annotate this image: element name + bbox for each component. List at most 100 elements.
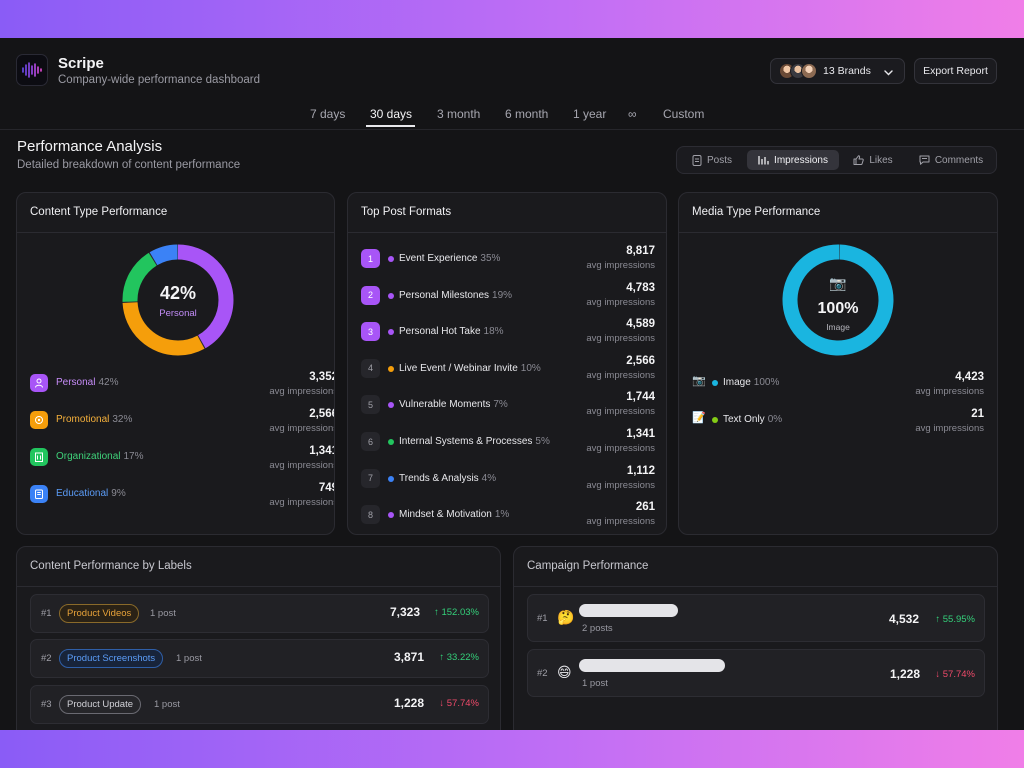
tab-all-time[interactable]: ∞ [628, 107, 637, 121]
format-rank: 7 [361, 468, 380, 488]
document-icon [692, 154, 702, 166]
format-row[interactable]: 1 Event Experience 35% 8,817 avg impressions [361, 245, 655, 277]
brands-label: 13 Brands [823, 65, 871, 77]
app-title: Scripe [58, 55, 104, 72]
legend-percent: 42% [98, 377, 119, 388]
bar-chart-icon [758, 155, 769, 165]
legend-item-image[interactable]: 📷 Image 100% 4,423 avg impressions [692, 371, 984, 401]
format-name: Mindset & Motivation [399, 509, 492, 521]
format-value: 4,589 [626, 318, 655, 331]
legend-item-text-only[interactable]: 📝 Text Only 0% 21 avg impressions [692, 408, 984, 438]
tab-7-days[interactable]: 7 days [310, 107, 346, 121]
chevron-down-icon [884, 67, 893, 79]
tab-likes[interactable]: Likes [845, 150, 901, 170]
page-title: Performance Analysis [17, 138, 163, 155]
label-row[interactable]: #2 Product Screenshots 1 post 3,871 ↑ 33… [30, 639, 489, 678]
format-name: Personal Milestones [399, 289, 490, 301]
format-caption: avg impressions [586, 260, 655, 271]
campaign-post-count: 1 post [582, 678, 608, 689]
format-rank: 1 [361, 249, 380, 268]
legend-value: 4,423 [955, 371, 984, 383]
format-rank: 8 [361, 505, 380, 525]
tab-6-month[interactable]: 6 month [505, 107, 549, 121]
label-post-count: 1 post [176, 653, 202, 664]
legend-caption: avg impressions [269, 460, 335, 471]
legend-value: 21 [971, 408, 984, 420]
format-caption: avg impressions [586, 516, 655, 528]
format-dot [388, 329, 394, 336]
format-name: Vulnerable Moments [399, 399, 491, 411]
campaign-delta-value: 55.95% [942, 614, 975, 625]
campaign-rank: #2 [537, 668, 548, 679]
format-row[interactable]: 5 Vulnerable Moments 7% 1,744 avg impression… [361, 391, 655, 423]
legend-dot [712, 380, 718, 386]
format-row[interactable]: 2 Personal Milestones 19% 4,783 avg impressi… [361, 282, 655, 314]
brands-dropdown[interactable]: 13 Brands [770, 58, 905, 84]
label-row[interactable]: #3 Product Update 1 post 1,228 ↓ 57.74% [30, 685, 489, 724]
tab-1-year[interactable]: 1 year [573, 107, 607, 121]
format-row[interactable]: 3 Personal Hot Take 18% 4,589 avg impression… [361, 318, 655, 350]
export-report-button[interactable]: Export Report [914, 58, 997, 84]
campaign-name-redacted [579, 659, 725, 672]
tab-3-month[interactable]: 3 month [437, 107, 481, 121]
format-dot [388, 365, 394, 372]
thumbs-up-icon [853, 155, 865, 165]
label-pill[interactable]: Product Videos [59, 604, 140, 623]
tab-impressions[interactable]: Impressions [747, 150, 839, 170]
format-row[interactable]: 6 Internal Systems & Processes 5% 1,341 avg … [361, 428, 655, 460]
campaign-row[interactable]: #2 😄 1 post 1,228 ↓ 57.74% [527, 649, 985, 697]
media-type-donut [782, 244, 894, 356]
label-pill[interactable]: Product Update [59, 695, 142, 714]
format-caption: avg impressions [586, 333, 655, 345]
labels-performance-card: Content Performance by Labels #1 Product… [16, 546, 501, 730]
format-percent: 18% [483, 326, 504, 338]
campaign-rank: #1 [537, 613, 548, 624]
media-type-card: Media Type Performance 📷 100% Image 📷 Im… [678, 192, 998, 535]
memo-icon: 📝 [692, 412, 706, 424]
tab-comments[interactable]: Comments [911, 150, 991, 170]
label-rank: #1 [41, 608, 52, 619]
campaign-row[interactable]: #1 🤔 2 posts 4,532 ↑ 55.95% [527, 594, 985, 642]
grinning-face-icon: 😄 [557, 664, 572, 680]
format-name: Internal Systems & Processes [399, 436, 533, 447]
legend-value: 1,341 [309, 445, 334, 457]
legend-percent: 0% [767, 414, 783, 425]
format-row[interactable]: 8 Mindset & Motivation 1% 261 avg impression… [361, 501, 655, 533]
person-icon [30, 374, 48, 392]
tab-30-days[interactable]: 30 days [370, 107, 413, 121]
format-row[interactable]: 4 Live Event / Webinar Invite 10% 2,566 avg … [361, 355, 655, 387]
label-post-count: 1 post [150, 608, 176, 619]
label-delta: ↑ 33.22% [439, 652, 479, 663]
arrow-down-icon: ↓ [439, 698, 447, 709]
tab-custom[interactable]: Custom [663, 107, 705, 121]
format-rank: 3 [361, 322, 380, 342]
donut-segment-organizational [122, 244, 234, 356]
tab-likes-label: Likes [869, 154, 893, 166]
format-value: 1,744 [626, 391, 655, 404]
legend-caption: avg impressions [915, 423, 984, 434]
label-row[interactable]: #1 Product Videos 1 post 7,323 ↑ 152.03% [30, 594, 489, 633]
label-rank: #3 [41, 699, 52, 710]
format-value: 1,112 [626, 464, 655, 477]
tab-impressions-label: Impressions [774, 154, 828, 166]
label-pill[interactable]: Product Screenshots [59, 649, 164, 668]
campaign-post-count: 2 posts [582, 623, 613, 634]
format-row[interactable]: 7 Trends & Analysis 4% 1,112 avg impressions [361, 465, 655, 497]
format-value: 4,783 [626, 281, 655, 294]
legend-percent: 32% [112, 414, 133, 425]
building-icon [30, 448, 48, 466]
legend-name: Educational [56, 488, 109, 499]
tab-posts[interactable]: Posts [683, 150, 741, 170]
date-range-tabs: 7 days 30 days 3 month 6 month 1 year ∞ … [0, 107, 1024, 127]
label-value: 3,871 [393, 650, 424, 664]
campaign-delta: ↓ 57.74% [935, 669, 975, 680]
book-icon [30, 485, 48, 503]
metric-tabs: Posts Impressions Likes Comments [676, 146, 997, 174]
camera-icon: 📷 [692, 375, 706, 387]
page-subtitle: Detailed breakdown of content performanc… [17, 159, 241, 171]
legend-percent: 17% [123, 451, 144, 462]
